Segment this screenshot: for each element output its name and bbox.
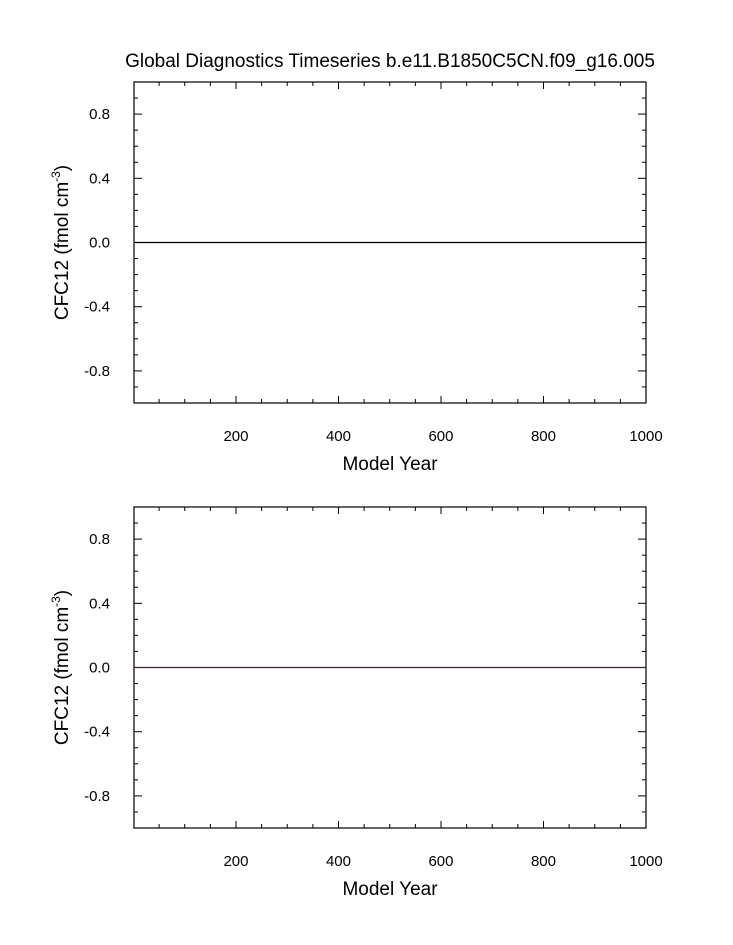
x-tick-label: 600 (428, 853, 453, 870)
x-tick-label: 600 (428, 428, 453, 445)
y-axis-label-text: CFC12 (fmol cm (52, 182, 73, 320)
y-axis-label-close: ) (52, 165, 73, 171)
y-tick-label: -0.8 (84, 788, 110, 805)
y-axis-label-exponent: -3 (49, 596, 63, 607)
x-tick-label: 200 (223, 428, 248, 445)
x-tick-label: 200 (223, 853, 248, 870)
y-tick-label: -0.8 (84, 363, 110, 380)
y-axis-label: CFC12 (fmol cm-3) (49, 165, 73, 320)
y-tick-label: 0.4 (89, 595, 110, 612)
x-axis-label: Model Year (342, 454, 438, 475)
y-tick-label: 0.8 (89, 531, 110, 548)
x-tick-label: 800 (531, 853, 556, 870)
y-tick-label: 0.4 (89, 170, 110, 187)
y-tick-label: -0.4 (84, 724, 110, 741)
y-axis-label-exponent: -3 (49, 171, 63, 182)
y-axis-label-text: CFC12 (fmol cm (52, 607, 73, 745)
y-tick-label: -0.4 (84, 299, 110, 316)
x-axis-label: Model Year (342, 879, 438, 900)
x-tick-label: 1000 (629, 428, 662, 445)
chart-panel-top: 200 400 600 800 1000 0.8 0.4 0.0 -0.4 -0.8 Model Y… (49, 81, 663, 475)
y-axis-label-close: ) (52, 590, 73, 596)
y-axis-label: CFC12 (fmol cm-3) (49, 590, 73, 745)
x-tick-label: 1000 (629, 853, 662, 870)
x-tick-label: 400 (326, 428, 351, 445)
y-tick-label: 0.0 (89, 660, 110, 677)
x-tick-label: 400 (326, 853, 351, 870)
figure-title: Global Diagnostics Timeseries b.e11.B185… (125, 51, 655, 72)
y-tick-label: 0.8 (89, 106, 110, 123)
x-tick-label: 800 (531, 428, 556, 445)
chart-panel-bottom: 200 400 600 800 1000 0.8 0.4 0.0 -0.4 -0.8 Model Y… (49, 506, 663, 900)
y-tick-label: 0.0 (89, 235, 110, 252)
